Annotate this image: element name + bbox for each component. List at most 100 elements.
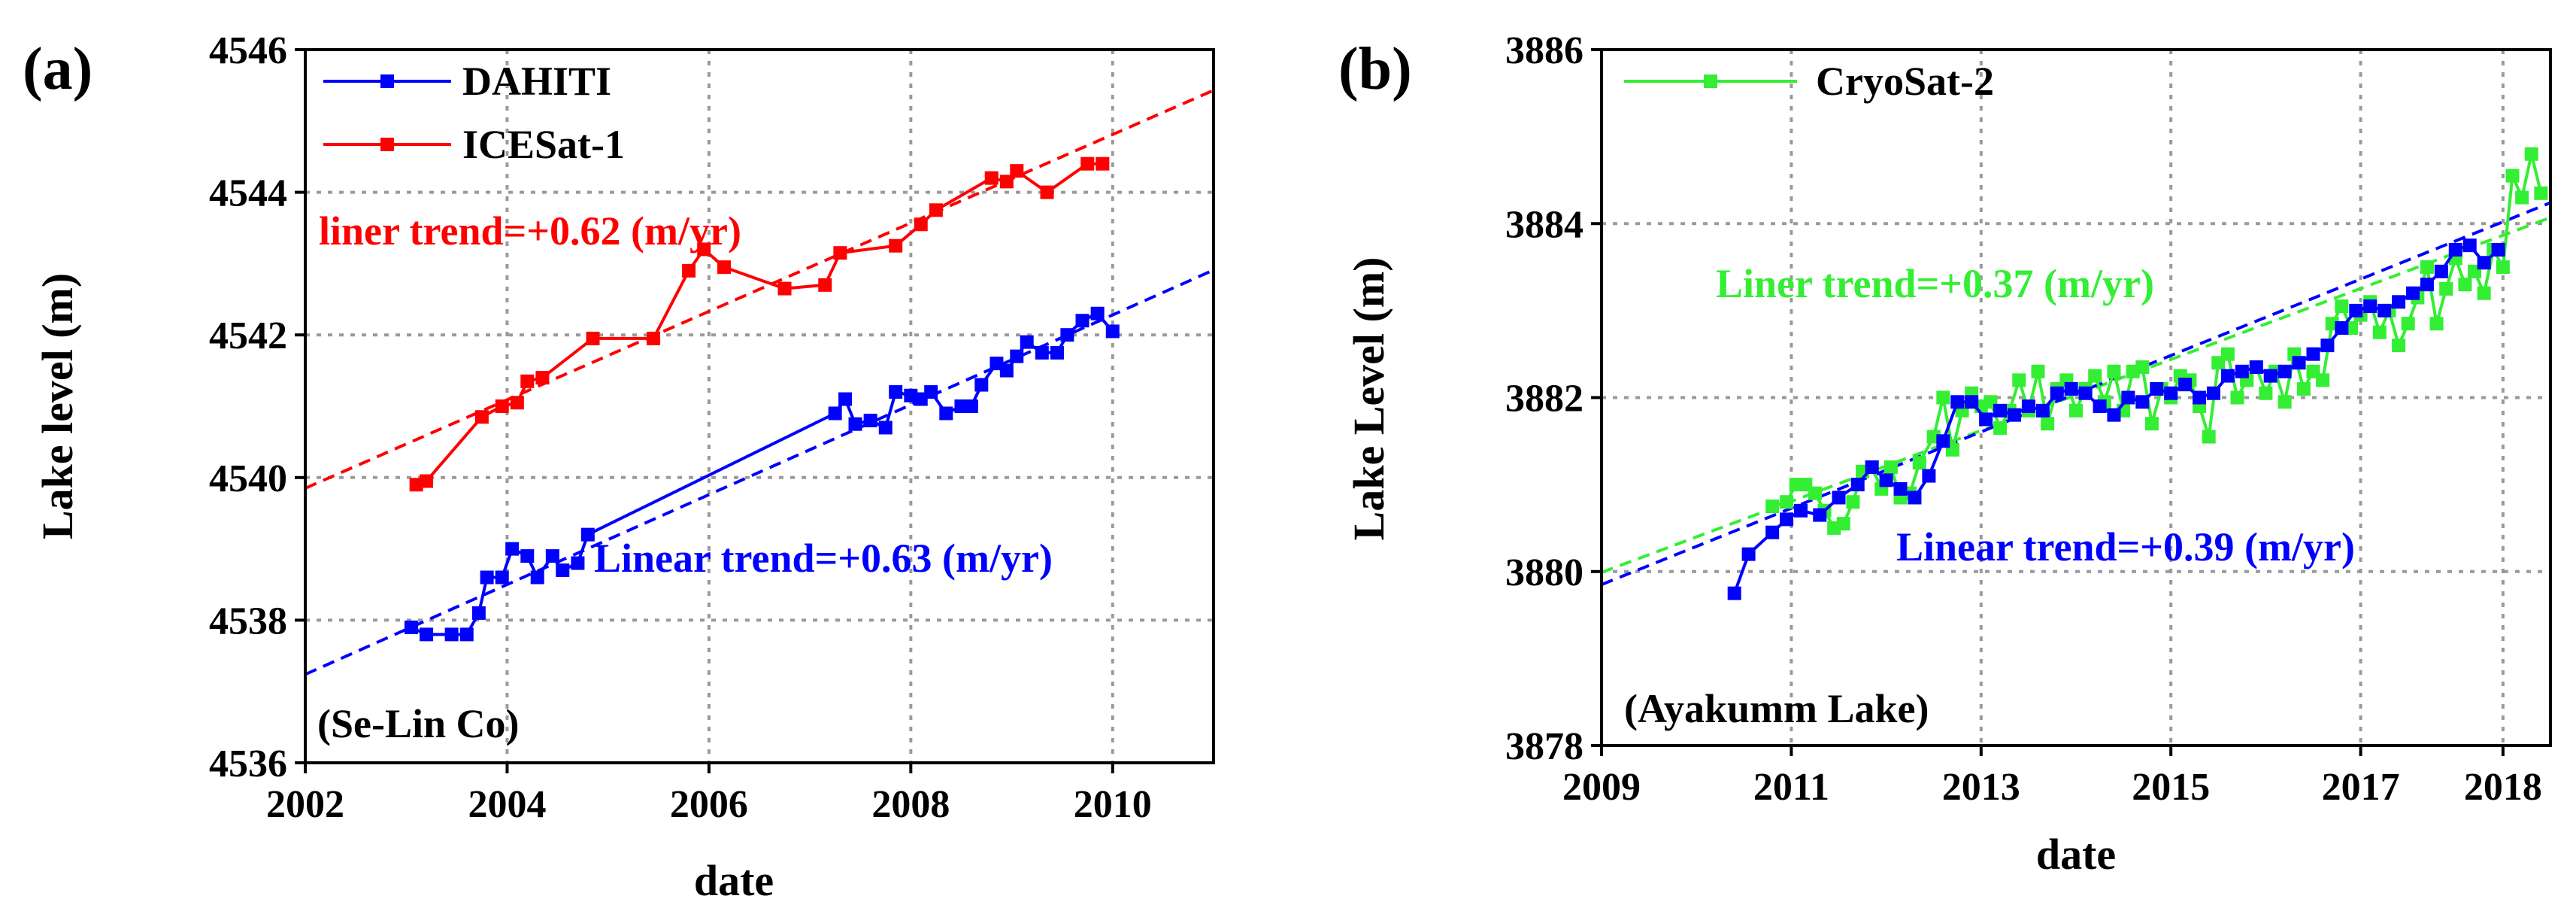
data-point-dahiti: [571, 556, 585, 570]
x-tick-label: 2011: [1753, 766, 1829, 809]
data-point-dahiti: [848, 417, 862, 431]
data-point-icesat-1: [1096, 156, 1110, 171]
x-tick-label: 2008: [871, 783, 950, 826]
panel-a-ticks: 2002 2004 2006 2008 2010 4536 4538 4540 4542 4544…: [209, 29, 1152, 826]
data-point-dahiti: [2462, 238, 2477, 253]
data-point-dahiti: [580, 527, 595, 542]
data-point-dahiti: [2363, 299, 2377, 314]
data-point-dahiti: [2320, 339, 2335, 353]
data-point-dahiti: [878, 421, 893, 435]
data-point-cryosat-2: [2524, 147, 2538, 161]
data-point-dahiti: [1950, 395, 1965, 409]
data-point-cryosat-2: [2135, 360, 2150, 375]
data-point-dahiti: [471, 606, 486, 620]
data-point-icesat-1: [510, 396, 524, 410]
data-point-dahiti: [2235, 364, 2249, 378]
data-point-cryosat-2: [2230, 390, 2244, 405]
data-point-cryosat-2: [1808, 486, 1822, 500]
data-point-cryosat-2: [2296, 381, 2311, 396]
data-point-dahiti: [1865, 460, 1879, 474]
data-point-dahiti: [1741, 547, 1756, 561]
data-point-dahiti: [420, 627, 434, 642]
data-point-dahiti: [2050, 386, 2064, 400]
data-point-dahiti: [2021, 399, 2035, 414]
panel-b-legend: CryoSat-2: [1624, 59, 1994, 104]
data-point-dahiti: [2306, 347, 2320, 361]
panel-a-series: [404, 156, 1120, 642]
panel-b-xlabel: date: [2036, 830, 2116, 879]
data-point-dahiti: [964, 399, 978, 413]
data-point-cryosat-2: [2041, 417, 2055, 431]
data-point-cryosat-2: [2012, 373, 2026, 387]
data-point-cryosat-2: [2496, 260, 2510, 275]
data-point-icesat-1: [682, 263, 696, 278]
data-point-cryosat-2: [2420, 260, 2434, 275]
data-point-cryosat-2: [1836, 517, 1850, 531]
data-point-cryosat-2: [1765, 500, 1780, 514]
data-point-dahiti: [2064, 381, 2078, 396]
panel-a-letter: (a): [23, 36, 92, 102]
data-point-dahiti: [2121, 390, 2135, 405]
data-point-cryosat-2: [2392, 339, 2406, 353]
data-point-icesat-1: [495, 399, 509, 413]
data-point-dahiti: [1035, 345, 1049, 360]
data-point-cryosat-2: [1993, 421, 2008, 435]
panel-b: (b) 2009 2011 2013 2015 2017 2018 3878 3880 3882…: [1338, 29, 2552, 879]
x-tick-label: 2002: [266, 783, 344, 826]
data-point-cryosat-2: [2088, 369, 2102, 383]
data-point-cryosat-2: [2259, 386, 2273, 400]
data-point-cryosat-2: [2372, 325, 2387, 339]
data-point-dahiti: [2150, 381, 2164, 396]
data-point-dahiti: [520, 549, 535, 563]
data-point-dahiti: [404, 620, 418, 634]
data-point-icesat-1: [833, 246, 847, 260]
data-point-dahiti: [1075, 314, 1089, 328]
data-point-dahiti: [2107, 408, 2121, 422]
data-point-cryosat-2: [1846, 495, 1860, 509]
y-tick-label: 4544: [209, 172, 287, 215]
data-point-icesat-1: [647, 331, 661, 345]
panel-a-legend: DAHITI ICESat-1: [323, 59, 625, 167]
data-point-icesat-1: [914, 217, 928, 232]
panel-a-red-trend-label: liner trend=+0.62 (m/yr): [319, 208, 741, 254]
data-point-cryosat-2: [2534, 186, 2548, 200]
data-point-dahiti: [2206, 386, 2220, 400]
data-point-cryosat-2: [2202, 430, 2216, 444]
y-tick-label: 4536: [209, 742, 287, 785]
data-point-cryosat-2: [2335, 299, 2349, 314]
panel-b-blue-trend-label: Linear trend=+0.39 (m/yr): [1896, 524, 2355, 569]
panel-a-plot-frame: [304, 48, 1215, 764]
data-point-icesat-1: [1080, 156, 1095, 171]
y-tick-label: 4538: [209, 600, 287, 642]
data-point-dahiti: [1050, 345, 1064, 360]
data-point-dahiti: [2434, 264, 2448, 278]
data-point-dahiti: [1020, 335, 1034, 349]
data-point-dahiti: [974, 378, 989, 392]
data-point-icesat-1: [697, 242, 711, 257]
x-tick-label: 2018: [2464, 766, 2542, 809]
x-tick-label: 2004: [468, 783, 546, 826]
data-point-dahiti: [2178, 378, 2193, 392]
data-point-cryosat-2: [1936, 390, 1950, 405]
data-point-dahiti: [2263, 369, 2277, 383]
x-tick-label: 2009: [1562, 766, 1641, 809]
y-tick-label: 4542: [209, 314, 287, 357]
y-tick-label: 3878: [1505, 725, 1583, 768]
data-point-dahiti: [2448, 242, 2462, 257]
data-point-dahiti: [1850, 478, 1865, 492]
data-point-icesat-1: [1040, 185, 1054, 199]
data-point-cryosat-2: [2505, 169, 2520, 183]
y-tick-label: 3882: [1505, 378, 1583, 421]
data-point-dahiti: [1765, 525, 1780, 539]
data-point-dahiti: [444, 627, 459, 642]
data-point-icesat-1: [929, 203, 943, 217]
data-point-icesat-1: [984, 171, 999, 185]
data-point-dahiti: [530, 570, 544, 585]
data-point-dahiti: [1060, 328, 1074, 342]
data-point-dahiti: [2406, 286, 2420, 300]
data-point-cryosat-2: [2069, 403, 2083, 418]
data-point-cryosat-2: [2477, 286, 2491, 300]
data-point-cryosat-2: [2429, 317, 2444, 331]
data-point-icesat-1: [474, 410, 489, 424]
legend-dahiti-marker: [380, 74, 394, 88]
